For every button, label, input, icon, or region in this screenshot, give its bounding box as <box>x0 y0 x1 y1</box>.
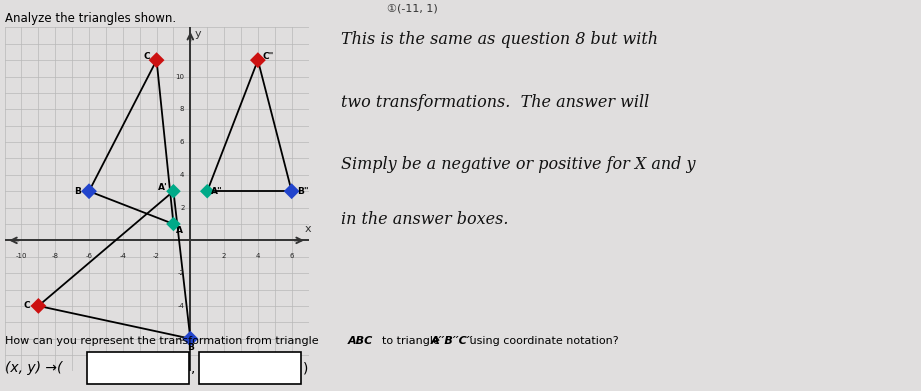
Text: 4: 4 <box>180 172 184 178</box>
Text: C: C <box>143 52 150 61</box>
Text: using coordinate notation?: using coordinate notation? <box>466 336 619 346</box>
Text: ,: , <box>191 361 195 375</box>
Text: Simply be a negative or positive for X and y: Simply be a negative or positive for X a… <box>341 156 695 173</box>
Text: ): ) <box>303 361 309 375</box>
Text: B: B <box>74 187 81 196</box>
Text: B: B <box>187 343 193 352</box>
Text: -6: -6 <box>178 336 184 342</box>
Text: -4: -4 <box>178 303 184 309</box>
Text: 6: 6 <box>180 139 184 145</box>
Text: How can you represent the transformation from triangle: How can you represent the transformation… <box>5 336 321 346</box>
Point <box>285 188 299 194</box>
Text: -8: -8 <box>52 253 59 260</box>
Text: B": B" <box>297 187 309 196</box>
Text: C": C" <box>262 52 274 61</box>
Text: -10: -10 <box>16 253 28 260</box>
Text: in the answer boxes.: in the answer boxes. <box>341 211 508 228</box>
Text: 2: 2 <box>222 253 227 260</box>
Text: y: y <box>194 29 201 39</box>
Point <box>31 303 46 309</box>
Text: A": A" <box>211 187 222 196</box>
Point <box>166 221 181 227</box>
Text: 2: 2 <box>180 204 184 211</box>
FancyBboxPatch shape <box>87 352 189 384</box>
Text: A′′B′′C′′: A′′B′′C′′ <box>431 336 473 346</box>
FancyBboxPatch shape <box>199 352 301 384</box>
Text: A: A <box>176 226 183 235</box>
Text: Analyze the triangles shown.: Analyze the triangles shown. <box>5 12 176 25</box>
Text: to triangle: to triangle <box>382 336 444 346</box>
Text: This is the same as question 8 but with: This is the same as question 8 but with <box>341 31 658 48</box>
Text: 4: 4 <box>256 253 260 260</box>
Point <box>183 335 198 342</box>
Text: A': A' <box>158 183 169 192</box>
Text: -2: -2 <box>178 270 184 276</box>
Text: 10: 10 <box>175 74 184 79</box>
Text: -4: -4 <box>120 253 126 260</box>
Text: 6: 6 <box>289 253 294 260</box>
Text: C: C <box>23 301 29 310</box>
Point <box>82 188 97 194</box>
Point <box>166 188 181 194</box>
Text: -2: -2 <box>153 253 160 260</box>
Text: -6: -6 <box>86 253 92 260</box>
Text: (x, y) →(: (x, y) →( <box>5 361 62 375</box>
Text: two transformations.  The answer will: two transformations. The answer will <box>341 94 649 111</box>
Text: 8: 8 <box>180 106 184 112</box>
Text: x: x <box>305 224 312 234</box>
Point <box>200 188 215 194</box>
Point <box>149 57 164 63</box>
Text: ABC: ABC <box>348 336 373 346</box>
Text: ①(-11, 1): ①(-11, 1) <box>387 4 437 14</box>
Point <box>251 57 265 63</box>
